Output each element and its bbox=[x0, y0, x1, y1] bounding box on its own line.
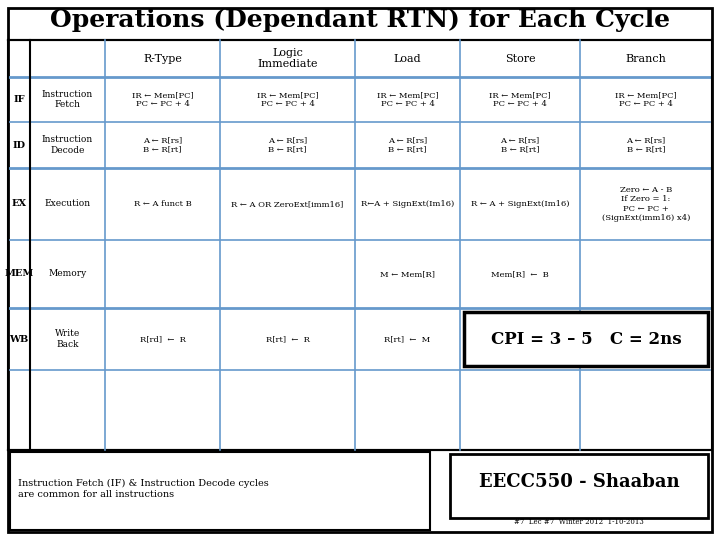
Bar bbox=[450, 454, 708, 518]
Text: ID: ID bbox=[12, 140, 25, 150]
Text: #7  Lec #7  Winter 2012  1-10-2013: #7 Lec #7 Winter 2012 1-10-2013 bbox=[514, 518, 644, 526]
Text: IR ← Mem[PC]
PC ← PC + 4: IR ← Mem[PC] PC ← PC + 4 bbox=[377, 91, 438, 108]
Text: EX: EX bbox=[12, 199, 27, 208]
Text: M ← Mem[R]: M ← Mem[R] bbox=[380, 270, 435, 278]
Text: Branch: Branch bbox=[626, 53, 667, 64]
Text: MEM: MEM bbox=[4, 269, 34, 279]
Text: EECC550 - Shaaban: EECC550 - Shaaban bbox=[479, 473, 679, 491]
Text: Instruction
Decode: Instruction Decode bbox=[42, 136, 93, 154]
Text: IF: IF bbox=[13, 95, 24, 104]
Text: R ← A + SignExt(Im16): R ← A + SignExt(Im16) bbox=[471, 200, 570, 208]
Text: R ← A funct B: R ← A funct B bbox=[134, 200, 192, 208]
Text: IR ← Mem[PC]
PC ← PC + 4: IR ← Mem[PC] PC ← PC + 4 bbox=[132, 91, 194, 108]
Text: Zero ← A - B
If Zero = 1:
PC ← PC +
(SignExt(imm16) x4): Zero ← A - B If Zero = 1: PC ← PC + (Sig… bbox=[602, 186, 690, 222]
Text: R[rt]  ←  R: R[rt] ← R bbox=[266, 335, 310, 343]
Text: Instruction
Fetch: Instruction Fetch bbox=[42, 90, 93, 109]
Text: Execution: Execution bbox=[45, 199, 91, 208]
Text: R-Type: R-Type bbox=[143, 53, 182, 64]
Text: Instruction Fetch (IF) & Instruction Decode cycles
are common for all instructio: Instruction Fetch (IF) & Instruction Dec… bbox=[18, 479, 269, 499]
Text: R←A + SignExt(Im16): R←A + SignExt(Im16) bbox=[361, 200, 454, 208]
Bar bbox=[464, 312, 708, 366]
Text: Operations (Dependant RTN) for Each Cycle: Operations (Dependant RTN) for Each Cycl… bbox=[50, 8, 670, 32]
Text: Store: Store bbox=[505, 53, 535, 64]
Text: Mem[R]  ←  B: Mem[R] ← B bbox=[491, 270, 549, 278]
Text: Logic
Immediate: Logic Immediate bbox=[257, 48, 318, 69]
Text: R ← A OR ZeroExt[imm16]: R ← A OR ZeroExt[imm16] bbox=[231, 200, 343, 208]
Text: A ← R[rs]
B ← R[rt]: A ← R[rs] B ← R[rt] bbox=[268, 137, 307, 153]
Text: Load: Load bbox=[394, 53, 421, 64]
Text: Write
Back: Write Back bbox=[55, 329, 80, 349]
Text: CPI = 3 – 5   C = 2ns: CPI = 3 – 5 C = 2ns bbox=[491, 330, 681, 348]
Text: Memory: Memory bbox=[48, 269, 86, 279]
Text: IR ← Mem[PC]
PC ← PC + 4: IR ← Mem[PC] PC ← PC + 4 bbox=[615, 91, 677, 108]
Text: R[rd]  ←  R: R[rd] ← R bbox=[140, 335, 186, 343]
Text: WB: WB bbox=[9, 334, 29, 343]
Text: A ← R[rs]
B ← R[rt]: A ← R[rs] B ← R[rt] bbox=[388, 137, 427, 153]
Text: R[rt]  ←  M: R[rt] ← M bbox=[384, 335, 431, 343]
Text: IR ← Mem[PC]
PC ← PC + 4: IR ← Mem[PC] PC ← PC + 4 bbox=[256, 91, 318, 108]
Text: A ← R[rs]
B ← R[rt]: A ← R[rs] B ← R[rt] bbox=[500, 137, 539, 153]
Text: IR ← Mem[PC]
PC ← PC + 4: IR ← Mem[PC] PC ← PC + 4 bbox=[489, 91, 551, 108]
Text: A ← R[rs]
B ← R[rt]: A ← R[rs] B ← R[rt] bbox=[626, 137, 665, 153]
Bar bbox=[10, 452, 430, 530]
Text: A ← R[rs]
B ← R[rt]: A ← R[rs] B ← R[rt] bbox=[143, 137, 182, 153]
